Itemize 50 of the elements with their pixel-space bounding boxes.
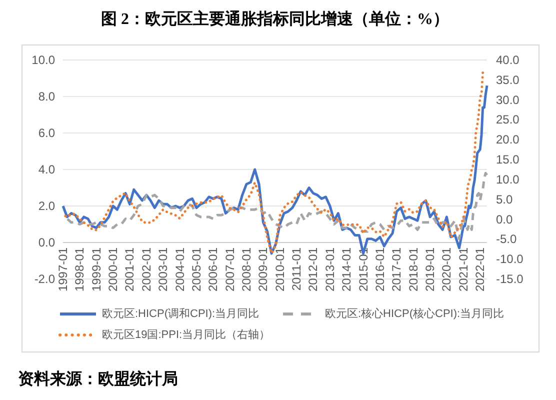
y2-tick-label: 10.0 xyxy=(496,172,520,186)
x-tick-label: 1999-01 xyxy=(89,247,104,292)
y2-tick-label: 25.0 xyxy=(496,112,520,127)
text: 资料来源：欧盟统计局 xyxy=(18,370,178,388)
x-tick-label: 2006-01 xyxy=(206,247,220,292)
y-tick-label: 8.0 xyxy=(38,90,56,104)
y2-tick-label: 20.0 xyxy=(496,132,520,147)
y-tick-label: 4.0 xyxy=(38,162,56,176)
y-tick-label: -2.0 xyxy=(34,272,56,286)
y2-tick-label: 15.0 xyxy=(496,152,520,167)
x-tick-label: 2004-01 xyxy=(172,247,187,292)
x-tick-label: 2012-01 xyxy=(306,247,320,292)
x-tick-label: 2019-01 xyxy=(423,247,438,292)
x-tick-label: 1997-01 xyxy=(56,247,70,292)
x-tick-label: 2001-01 xyxy=(122,247,137,292)
y-tick-label: 6.0 xyxy=(38,126,56,140)
x-tick-label: 2017-01 xyxy=(390,247,404,292)
x-tick-label: 2011-01 xyxy=(290,247,304,291)
x-tick-label: 2000-01 xyxy=(106,247,120,292)
x-tick-label: 2018-01 xyxy=(406,247,420,292)
x-tick-label: 2002-01 xyxy=(139,247,154,292)
y2-tick-label: -5.0 xyxy=(496,232,518,246)
y2-tick-label: 0.0 xyxy=(496,212,514,226)
x-tick-label: 2003-01 xyxy=(156,247,170,292)
x-tick-label: 2005-01 xyxy=(189,247,204,292)
y-tick-label: 0.0 xyxy=(38,236,56,250)
legend-label: 欧元区:HICP(调和CPI):当月同比 xyxy=(102,307,260,320)
legend-label: 欧元区:核心HICP(核心CPI):当月同比 xyxy=(325,307,504,320)
y2-tick-label: 35.0 xyxy=(496,72,520,87)
legend-label: 欧元区19国:PPI:当月同比（右轴） xyxy=(102,328,270,341)
x-tick-label: 2009-01 xyxy=(256,247,270,292)
y2-tick-label: -15.0 xyxy=(496,272,524,286)
x-tick-label: 2021-01 xyxy=(456,247,470,292)
x-tick-label: 1998-01 xyxy=(72,247,87,292)
x-tick-label: 2007-01 xyxy=(222,247,237,292)
x-tick-label: 2008-01 xyxy=(239,247,254,292)
x-tick-label: 2010-01 xyxy=(272,247,287,292)
y2-tick-label: -10.0 xyxy=(496,252,524,266)
y-tick-label: 2.0 xyxy=(38,199,56,213)
x-tick-label: 2014-01 xyxy=(340,247,354,292)
y2-tick-label: 30.0 xyxy=(496,92,520,107)
y2-tick-label: 40.0 xyxy=(496,53,520,67)
chart-title: 图 2：欧元区主要通胀指标同比增速（单位：%） xyxy=(101,8,449,28)
x-tick-label: 2015-01 xyxy=(356,247,370,292)
x-tick-label: 2022-01 xyxy=(473,247,488,292)
y-tick-label: 10.0 xyxy=(32,53,56,67)
y2-tick-label: 5.0 xyxy=(496,192,514,206)
x-tick-label: 2013-01 xyxy=(322,247,337,292)
x-tick-label: 2016-01 xyxy=(372,247,387,292)
x-tick-label: 2020-01 xyxy=(440,247,454,292)
